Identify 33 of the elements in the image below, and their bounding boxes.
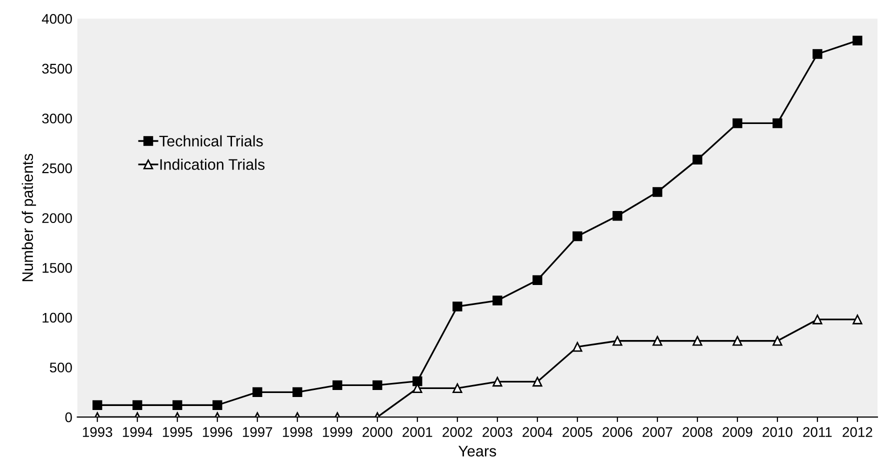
y-tick-label: 2500: [42, 163, 72, 174]
x-tick-label: 2001: [402, 427, 432, 437]
x-tick-label: 1999: [322, 427, 352, 437]
x-tick-label: 2005: [562, 427, 592, 437]
y-axis-title: Number of patients: [22, 154, 36, 282]
y-tick-label: 500: [50, 362, 72, 372]
x-tick-label: 1997: [242, 427, 272, 437]
x-tick-label: 2003: [482, 427, 512, 437]
y-tick-label: 2000: [42, 213, 72, 224]
legend-label: Indication Trials: [160, 158, 265, 170]
x-tick-label: 1994: [122, 427, 152, 437]
x-tick-label: 2011: [803, 427, 832, 437]
y-tick-label: 3500: [42, 64, 72, 74]
y-tick-label: 1500: [42, 262, 72, 273]
x-tick-label: 2004: [522, 427, 552, 437]
x-tick-label: 1995: [162, 427, 192, 437]
x-tick-label: 2006: [602, 427, 632, 437]
x-axis-title: Years: [458, 446, 496, 457]
x-tick-label: 2008: [682, 427, 712, 437]
x-tick-label: 2012: [842, 427, 872, 437]
x-tick-label: 1998: [282, 427, 312, 437]
y-tick-label: 4000: [42, 14, 72, 24]
x-tick-label: 2010: [762, 427, 792, 437]
x-tick-label: 2002: [442, 427, 472, 437]
x-tick-label: 1996: [202, 427, 232, 437]
x-tick-label: 2009: [722, 427, 752, 437]
y-tick-label: 0: [65, 412, 72, 422]
y-tick-label: 1000: [42, 312, 72, 323]
legend-label: Technical Trials: [159, 135, 263, 147]
x-tick-label: 1993: [82, 427, 112, 437]
x-tick-label: 2000: [362, 427, 392, 437]
y-tick-label: 3000: [42, 114, 72, 124]
x-tick-label: 2007: [642, 427, 672, 437]
